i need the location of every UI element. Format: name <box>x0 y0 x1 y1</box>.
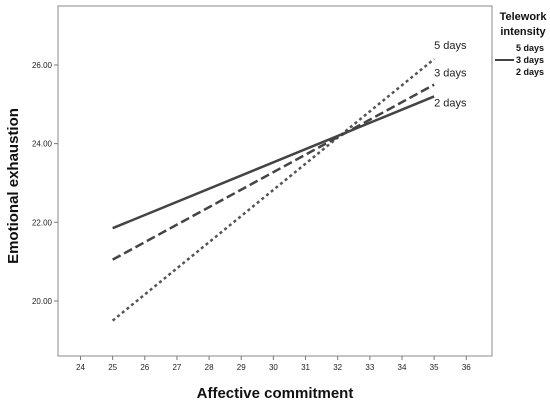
legend-entry-2-days: 2 days <box>516 67 544 77</box>
series-line-3-days <box>112 83 435 261</box>
x-tick-label: 33 <box>365 363 374 372</box>
legend-title-line1: Telework <box>500 11 548 23</box>
series-label-3-days: 3 days <box>434 68 467 80</box>
y-tick-label: 24.00 <box>32 140 53 149</box>
series-end-labels: 5 days 3 days 2 days <box>434 40 467 109</box>
x-tick-label: 28 <box>205 363 214 372</box>
x-axis-title: Affective commitment <box>197 385 354 402</box>
x-tick-label: 25 <box>108 363 117 372</box>
series-label-5-days: 5 days <box>434 40 467 52</box>
y-tick-label: 22.00 <box>32 218 53 227</box>
x-tick-label: 36 <box>462 363 471 372</box>
x-tick-label: 30 <box>269 363 278 372</box>
y-axis-title: Emotional exhaustion <box>5 108 22 264</box>
y-axis-ticks: 20.00 22.00 24.00 26.00 <box>32 61 58 306</box>
series-line-2-days <box>112 95 435 230</box>
y-tick-label: 26.00 <box>32 61 53 70</box>
x-tick-label: 26 <box>140 363 149 372</box>
legend-entry-3-days: 3 days <box>516 55 544 65</box>
legend-entry-5-days: 5 days <box>516 43 544 53</box>
series-label-2-days: 2 days <box>434 97 467 109</box>
x-tick-label: 34 <box>398 363 407 372</box>
x-tick-label: 27 <box>172 363 181 372</box>
x-tick-label: 29 <box>237 363 246 372</box>
plot-area <box>57 5 493 357</box>
y-tick-label: 20.00 <box>32 297 53 306</box>
x-tick-label: 31 <box>301 363 310 372</box>
x-tick-label: 24 <box>76 363 85 372</box>
x-axis-ticks: 24 25 26 27 28 29 30 31 32 33 34 35 36 <box>76 356 471 372</box>
series-lines <box>111 58 435 322</box>
legend-title-line2: intensity <box>500 26 546 38</box>
legend: Telework intensity 5 days 3 days 2 days <box>495 11 547 77</box>
x-tick-label: 35 <box>430 363 439 372</box>
x-tick-label: 32 <box>333 363 342 372</box>
